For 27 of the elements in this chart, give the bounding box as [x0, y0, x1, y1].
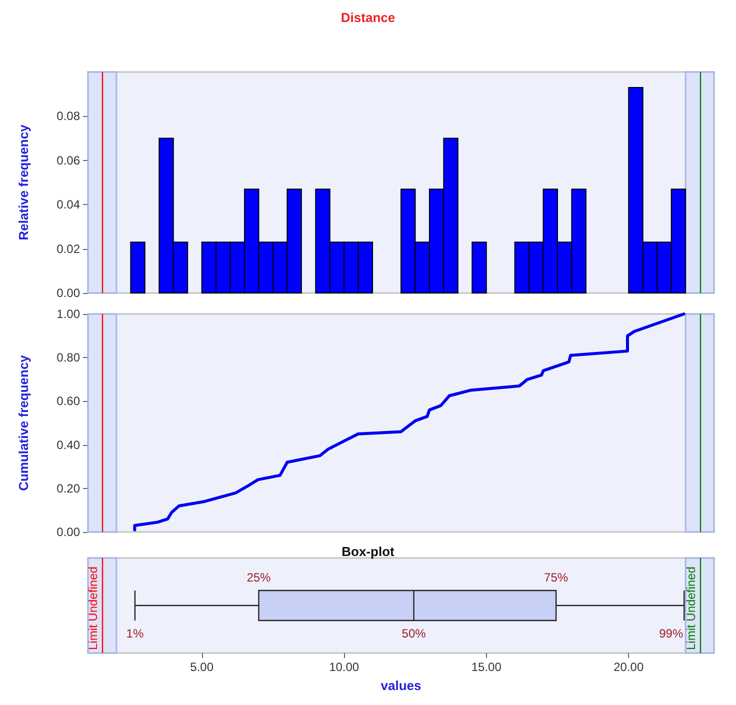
- annotation: 75%: [544, 570, 568, 584]
- y-tick-label: 0.04: [56, 198, 80, 212]
- annotation: 50%: [402, 626, 426, 640]
- y-tick-label: 0.80: [56, 350, 80, 365]
- y-tick-label: 0.40: [56, 438, 80, 452]
- annotation: 99%: [659, 626, 684, 640]
- x-tick-label: 20.00: [614, 660, 644, 674]
- y-tick-label: 0.00: [56, 525, 80, 539]
- y-axis-title: Relative frequency: [16, 124, 31, 240]
- x-tick-label: 5.00: [190, 660, 214, 674]
- x-axis-title: values: [380, 678, 422, 693]
- y-tick-label: 0.00: [56, 286, 80, 300]
- annotation: 25%: [246, 570, 272, 584]
- chart-title: Distance: [340, 10, 396, 25]
- y-tick-label: 1.00: [56, 307, 80, 321]
- y-tick-label: 0.02: [56, 242, 80, 256]
- x-tick-label: 15.00: [471, 660, 502, 674]
- y-axis-title: Cumulative frequency: [16, 354, 31, 491]
- y-tick-label: 0.60: [56, 394, 80, 408]
- chart-title: Box-plot: [342, 544, 396, 559]
- annotation: 1%: [126, 626, 144, 640]
- x-tick-label: 10.00: [329, 660, 360, 674]
- y-tick-label: 0.06: [56, 153, 80, 168]
- y-tick-label: 0.08: [56, 109, 80, 124]
- ref-line-label: Limit Undefined: [684, 566, 698, 650]
- ref-line-label: Limit Undefined: [86, 566, 100, 650]
- y-tick-label: 0.20: [56, 481, 80, 496]
